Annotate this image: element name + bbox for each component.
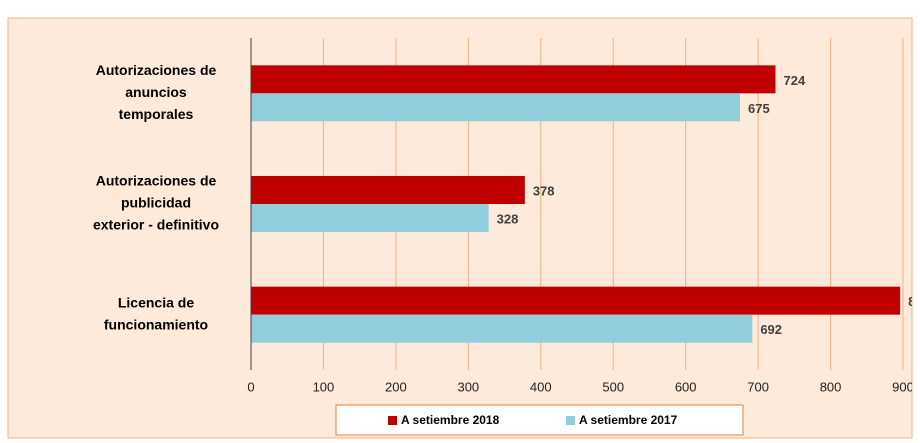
category-label: exterior - definitivo: [93, 217, 219, 233]
bar: [251, 65, 776, 94]
x-tick-label: 900: [892, 379, 914, 394]
bar: [251, 176, 525, 204]
category-label: anuncios: [125, 84, 187, 100]
x-tick-label: 100: [313, 379, 335, 394]
value-label: 692: [760, 322, 782, 337]
legend-label: A setiembre 2018: [401, 413, 500, 427]
x-tick-label: 200: [385, 379, 407, 394]
value-label: 724: [783, 73, 805, 88]
x-tick-label: 700: [747, 379, 769, 394]
bar: [251, 286, 901, 315]
x-tick-label: 300: [457, 379, 479, 394]
value-label: 896: [908, 294, 920, 309]
legend-swatch: [388, 416, 397, 425]
x-tick-label: 800: [820, 379, 842, 394]
x-tick-label: 600: [675, 379, 697, 394]
bar: [251, 93, 740, 122]
legend-label: A setiembre 2017: [579, 413, 678, 427]
category-label: funcionamiento: [104, 316, 208, 332]
value-label: 328: [497, 211, 519, 226]
x-tick-label: 400: [530, 379, 552, 394]
category-label: Licencia de: [118, 294, 194, 310]
plot: 0 100 200 300 400 500 600 700 800 900 Autorizacion…: [93, 38, 920, 394]
bar: [251, 314, 753, 343]
bar: [251, 204, 489, 232]
category-label: temporales: [119, 106, 194, 122]
x-tick-label: 500: [602, 379, 624, 394]
category-label: Autorizaciones de: [96, 173, 217, 189]
legend-box: [335, 404, 744, 436]
category-label: publicidad: [121, 195, 191, 211]
x-tick-label: 0: [247, 379, 254, 394]
value-label: 675: [748, 101, 770, 116]
legend-swatch: [566, 416, 575, 425]
category-label: Autorizaciones de: [96, 62, 217, 78]
value-label: 378: [533, 183, 555, 198]
